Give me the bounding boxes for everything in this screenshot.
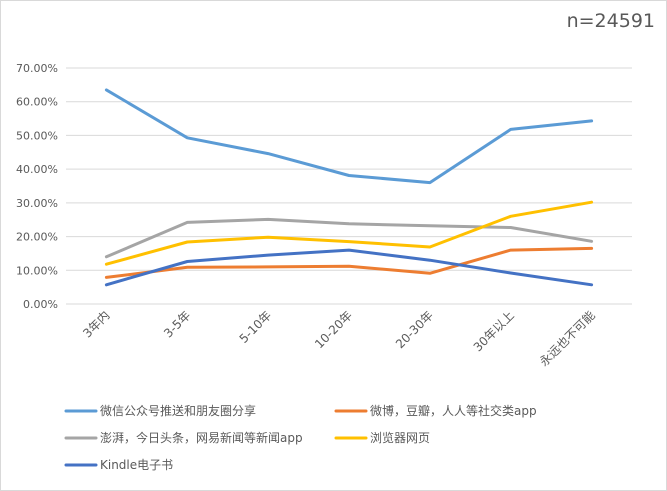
y-tick-label: 70.00% (16, 62, 58, 75)
x-tick-label: 3年内 (80, 308, 112, 340)
legend-label: 浏览器网页 (370, 430, 430, 445)
gridlines (66, 67, 632, 305)
series-line-1 (104, 88, 594, 185)
x-tick-label: 3-5年 (161, 308, 193, 340)
series-line-3 (104, 217, 594, 259)
legend: 微信公众号推送和朋友圈分享 微博，豆瓣，人人等社交类app 澎湃，今日头条，网易新闻… (64, 403, 537, 472)
series-line-2 (104, 246, 594, 279)
legend-label: Kindle电子书 (100, 458, 173, 472)
legend-label: 微信公众号推送和朋友圈分享 (100, 403, 256, 418)
legend-label: 澎湃，今日头条，网易新闻等新闻app (100, 430, 303, 445)
y-tick-label: 50.00% (16, 129, 58, 142)
y-tick-label: 30.00% (16, 197, 58, 210)
y-tick-label: 40.00% (16, 163, 58, 176)
y-tick-labels: 0.00% 10.00% 20.00% 30.00% 40.00% 50.00% 60.00… (16, 62, 58, 311)
legend-label: 微博，豆瓣，人人等社交类app (370, 403, 537, 418)
series-line-4 (104, 200, 594, 266)
y-tick-label: 10.00% (16, 264, 58, 277)
y-tick-label: 60.00% (16, 96, 58, 109)
y-tick-label: 20.00% (16, 231, 58, 244)
series-lines (104, 88, 594, 287)
x-tick-label: 5-10年 (237, 308, 275, 346)
x-tick-label: 30年以上 (471, 308, 517, 354)
x-tick-label: 永远也不可能 (537, 308, 598, 369)
series-line-5 (104, 248, 594, 287)
y-tick-label: 0.00% (23, 298, 58, 311)
sample-size-note: n=24591 (566, 10, 655, 32)
x-tick-label: 10-20年 (312, 308, 355, 351)
x-tick-label: 20-30年 (393, 308, 436, 351)
x-tick-labels: 3年内 3-5年 5-10年 10-20年 20-30年 30年以上 永远也不可能 (80, 308, 597, 369)
